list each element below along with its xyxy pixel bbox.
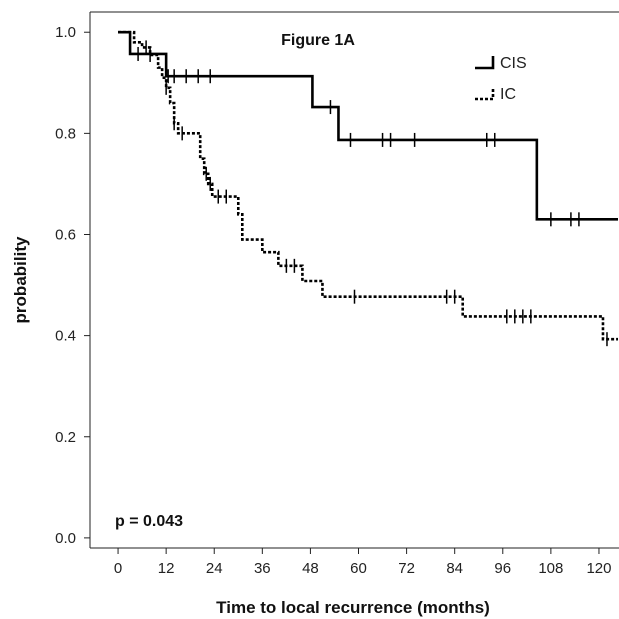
y-tick-label: 1.0	[55, 24, 76, 41]
series-cis	[118, 30, 618, 227]
figure-title: Figure 1A	[281, 32, 355, 49]
survival-curve-cis	[118, 30, 618, 221]
series-layer	[118, 30, 618, 347]
y-tick-label: 0.6	[55, 226, 76, 243]
legend-swatch-ic	[475, 87, 495, 101]
x-tick-label: 72	[398, 560, 415, 577]
y-tick-label: 0.8	[55, 125, 76, 142]
p-value-annotation: p = 0.043	[115, 513, 183, 530]
y-tick-label: 0.0	[55, 530, 76, 547]
x-tick-label: 120	[586, 560, 611, 577]
x-tick-label: 36	[254, 560, 271, 577]
x-tick-label: 48	[302, 560, 319, 577]
x-axis-title: Time to local recurrence (months)	[216, 598, 490, 617]
legend-swatch-cis	[475, 56, 495, 70]
x-tick-label: 84	[446, 560, 463, 577]
labels-layer: Figure 1A p = 0.043 Time to local recurr…	[11, 32, 490, 617]
y-tick-label: 0.2	[55, 429, 76, 446]
y-axis-title: probability	[11, 236, 30, 323]
legend-item-ic: IC	[475, 86, 516, 103]
x-tick-label: 24	[206, 560, 223, 577]
y-tick-label: 0.4	[55, 328, 76, 345]
axes: 0.0 0.2 0.4 0.6 0.8 1.0 0 12 24 36 48 60 72 84 96 108 12…	[55, 11, 619, 577]
legend-label-cis: CIS	[500, 55, 527, 72]
x-tick-label: 108	[538, 560, 563, 577]
survival-curve-ic	[118, 30, 618, 341]
legend-label-ic: IC	[500, 86, 516, 103]
legend-item-cis: CIS	[475, 55, 527, 72]
series-ic	[118, 30, 618, 347]
x-tick-label: 12	[158, 560, 175, 577]
legend: CIS IC	[475, 55, 527, 103]
x-tick-label: 96	[494, 560, 511, 577]
x-tick-label: 60	[350, 560, 367, 577]
x-tick-label: 0	[114, 560, 122, 577]
